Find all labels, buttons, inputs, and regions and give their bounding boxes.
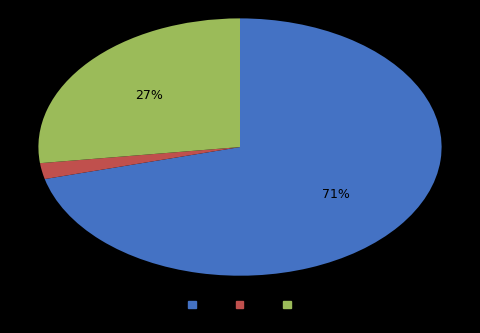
Wedge shape — [45, 18, 442, 276]
Legend: , , : , , — [184, 296, 296, 314]
Wedge shape — [40, 147, 240, 179]
Text: 71%: 71% — [322, 188, 349, 201]
Text: 27%: 27% — [135, 90, 163, 103]
Wedge shape — [38, 18, 240, 163]
